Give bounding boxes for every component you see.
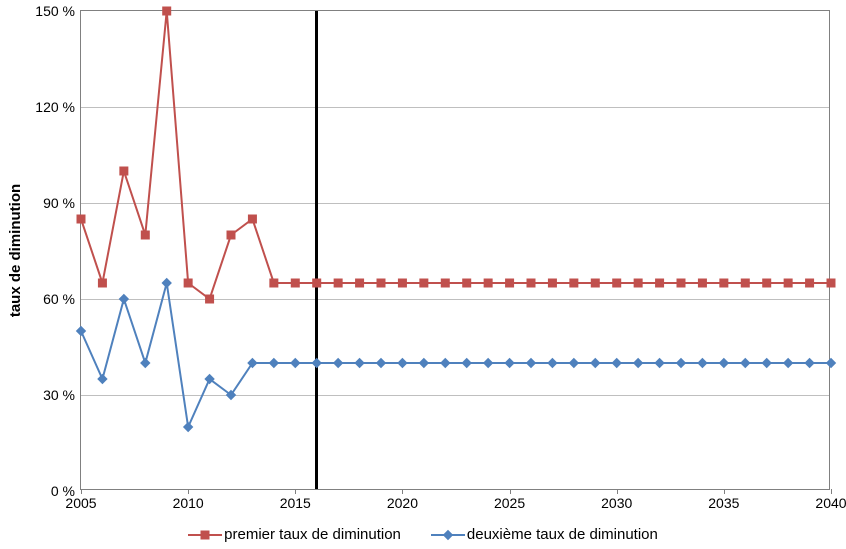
x-tick-label: 2040 — [815, 495, 846, 511]
series-marker-premier — [548, 279, 556, 287]
series-marker-premier — [656, 279, 664, 287]
series-marker-premier — [806, 279, 814, 287]
legend-swatch-deuxieme — [431, 528, 465, 542]
series-marker-deuxieme — [634, 359, 643, 368]
series-marker-premier — [720, 279, 728, 287]
series-marker-premier — [313, 279, 321, 287]
series-marker-deuxieme — [484, 359, 493, 368]
series-marker-deuxieme — [312, 359, 321, 368]
legend-label-premier: premier taux de diminution — [224, 526, 401, 543]
series-marker-deuxieme — [741, 359, 750, 368]
series-marker-premier — [270, 279, 278, 287]
series-marker-deuxieme — [419, 359, 428, 368]
x-tick-label: 2030 — [601, 495, 632, 511]
series-marker-premier — [591, 279, 599, 287]
plot-area: 0 %30 %60 %90 %120 %150 %200520102015202… — [80, 10, 830, 490]
y-tick-label: 120 % — [35, 99, 75, 115]
series-marker-premier — [634, 279, 642, 287]
series-marker-premier — [206, 295, 214, 303]
series-marker-deuxieme — [784, 359, 793, 368]
series-marker-deuxieme — [355, 359, 364, 368]
series-marker-deuxieme — [677, 359, 686, 368]
legend-swatch-premier — [188, 528, 222, 542]
series-marker-premier — [763, 279, 771, 287]
series-marker-deuxieme — [77, 327, 86, 336]
series-marker-deuxieme — [698, 359, 707, 368]
series-marker-deuxieme — [548, 359, 557, 368]
series-marker-premier — [741, 279, 749, 287]
series-marker-deuxieme — [805, 359, 814, 368]
series-marker-deuxieme — [334, 359, 343, 368]
legend: premier taux de diminution deuxième taux … — [0, 526, 846, 543]
x-tick-label: 2035 — [708, 495, 739, 511]
series-marker-premier — [613, 279, 621, 287]
series-marker-deuxieme — [655, 359, 664, 368]
series-marker-premier — [677, 279, 685, 287]
legend-item-premier: premier taux de diminution — [188, 526, 401, 543]
series-marker-deuxieme — [527, 359, 536, 368]
series-marker-premier — [377, 279, 385, 287]
y-tick-label: 150 % — [35, 3, 75, 19]
series-marker-deuxieme — [141, 359, 150, 368]
series-marker-deuxieme — [505, 359, 514, 368]
series-marker-deuxieme — [269, 359, 278, 368]
series-marker-deuxieme — [441, 359, 450, 368]
series-marker-deuxieme — [569, 359, 578, 368]
series-marker-premier — [570, 279, 578, 287]
series-layer — [81, 11, 831, 491]
series-marker-premier — [698, 279, 706, 287]
series-marker-premier — [463, 279, 471, 287]
series-marker-deuxieme — [591, 359, 600, 368]
series-marker-premier — [291, 279, 299, 287]
x-tick-label: 2005 — [65, 495, 96, 511]
y-axis-title-text: taux de diminution — [8, 183, 25, 316]
series-marker-premier — [527, 279, 535, 287]
series-marker-deuxieme — [184, 423, 193, 432]
series-marker-deuxieme — [98, 375, 107, 384]
series-marker-premier — [248, 215, 256, 223]
series-marker-premier — [827, 279, 835, 287]
series-marker-premier — [356, 279, 364, 287]
series-marker-deuxieme — [827, 359, 836, 368]
series-marker-deuxieme — [762, 359, 771, 368]
y-axis-title: taux de diminution — [6, 0, 26, 500]
series-marker-premier — [98, 279, 106, 287]
series-marker-premier — [506, 279, 514, 287]
series-marker-premier — [441, 279, 449, 287]
series-marker-deuxieme — [291, 359, 300, 368]
series-marker-premier — [120, 167, 128, 175]
series-marker-deuxieme — [119, 295, 128, 304]
series-line-deuxieme — [81, 283, 831, 427]
series-marker-premier — [784, 279, 792, 287]
series-marker-deuxieme — [162, 279, 171, 288]
series-marker-deuxieme — [462, 359, 471, 368]
chart-container: taux de diminution 0 %30 %60 %90 %120 %1… — [0, 0, 846, 549]
series-marker-premier — [184, 279, 192, 287]
series-marker-premier — [398, 279, 406, 287]
y-tick-label: 30 % — [43, 387, 75, 403]
series-marker-premier — [484, 279, 492, 287]
series-marker-premier — [420, 279, 428, 287]
x-tick-mark — [831, 489, 832, 494]
series-marker-premier — [163, 7, 171, 15]
y-tick-label: 90 % — [43, 195, 75, 211]
series-marker-deuxieme — [398, 359, 407, 368]
x-tick-label: 2015 — [280, 495, 311, 511]
series-marker-premier — [334, 279, 342, 287]
series-marker-deuxieme — [377, 359, 386, 368]
x-tick-label: 2020 — [387, 495, 418, 511]
series-marker-premier — [227, 231, 235, 239]
x-tick-label: 2010 — [173, 495, 204, 511]
legend-item-deuxieme: deuxième taux de diminution — [431, 526, 658, 543]
series-marker-premier — [77, 215, 85, 223]
y-tick-label: 60 % — [43, 291, 75, 307]
series-marker-premier — [141, 231, 149, 239]
series-line-premier — [81, 11, 831, 299]
legend-label-deuxieme: deuxième taux de diminution — [467, 526, 658, 543]
x-tick-label: 2025 — [494, 495, 525, 511]
series-marker-deuxieme — [719, 359, 728, 368]
series-marker-deuxieme — [612, 359, 621, 368]
